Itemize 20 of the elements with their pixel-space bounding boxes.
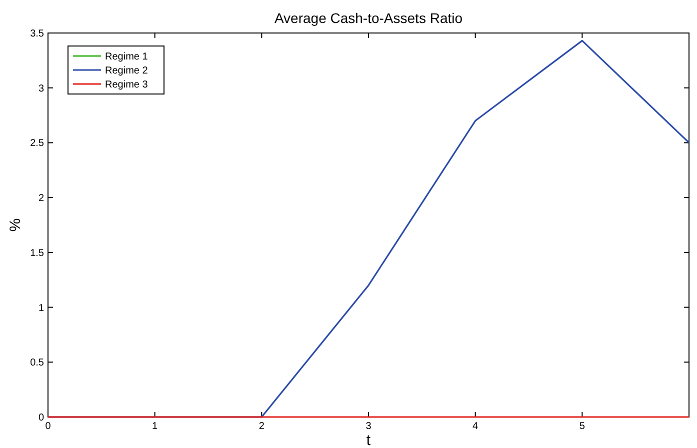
x-tick-label: 0 [45, 421, 52, 432]
y-tick-label: 0 [38, 412, 44, 424]
y-tick-label: 2.5 [30, 138, 44, 150]
x-tick-label: 4 [472, 421, 479, 432]
y-tick-label: 1.5 [30, 248, 44, 259]
x-tick-label: 3 [366, 421, 372, 432]
y-tick-label: 0.5 [30, 358, 44, 369]
x-tick-label: 5 [579, 421, 586, 432]
y-tick-label: 3 [38, 83, 44, 94]
chart-title: Average Cash-to-Assets Ratio [274, 10, 463, 26]
y-tick-label: 3.5 [30, 28, 44, 40]
y-axis-title: % [7, 218, 24, 232]
legend-label: Regime 1 [105, 52, 148, 62]
x-tick-label: 1 [152, 421, 158, 432]
legend-label: Regime 2 [105, 66, 148, 76]
y-tick-label: 2 [38, 193, 44, 204]
legend-label: Regime 3 [105, 80, 148, 90]
x-axis-title: t [366, 432, 372, 448]
y-tick-label: 1 [38, 302, 44, 314]
x-tick-label: 2 [258, 421, 265, 432]
